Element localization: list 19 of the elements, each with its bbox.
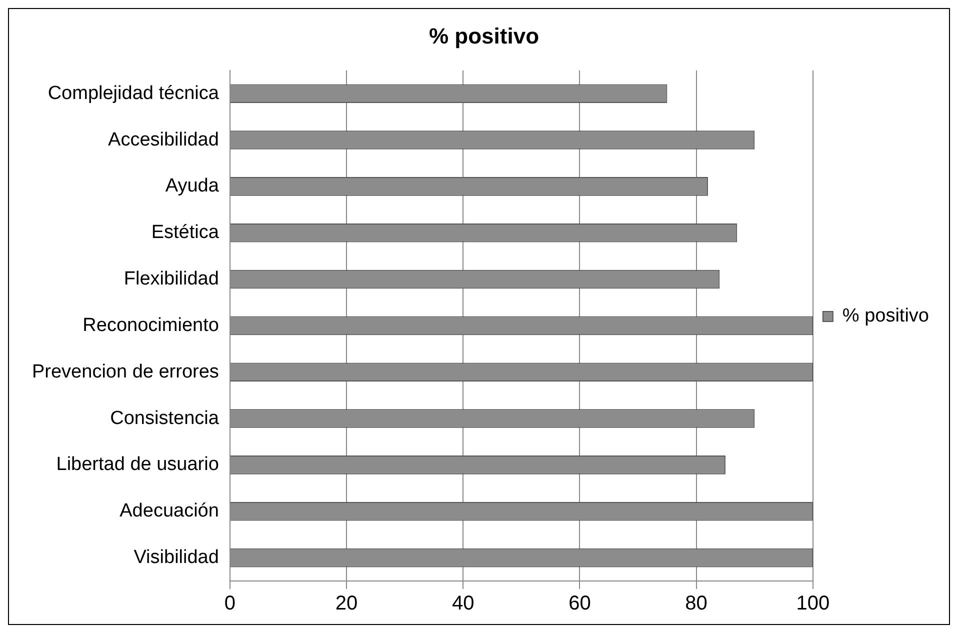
y-tick-label: Estética — [151, 222, 220, 244]
y-tick-label: Reconocimiento — [82, 314, 219, 336]
y-tick-label: Flexibilidad — [124, 268, 219, 290]
x-tick-label: 40 — [452, 592, 474, 615]
y-tick-label: Complejidad técnica — [48, 82, 220, 104]
y-tick-label: Consistencia — [110, 408, 220, 429]
x-tick-label: 80 — [685, 592, 708, 615]
x-tick-label: 20 — [335, 592, 358, 615]
chart-title: % positivo — [428, 23, 540, 48]
x-tick-label: 100 — [796, 592, 830, 615]
x-tick-label: 0 — [224, 592, 236, 615]
y-tick-label: Accesibilidad — [108, 129, 219, 150]
y-tick-label: Adecuación — [120, 500, 219, 522]
y-tick-label: Ayuda — [165, 176, 220, 197]
x-tick-label: 60 — [568, 592, 591, 615]
y-tick-label: Visibilidad — [134, 547, 219, 568]
y-tick-label: Prevencion de errores — [32, 361, 219, 382]
legend-label: % positivo — [842, 306, 930, 327]
y-tick-label: Libertad de usuario — [56, 454, 219, 476]
